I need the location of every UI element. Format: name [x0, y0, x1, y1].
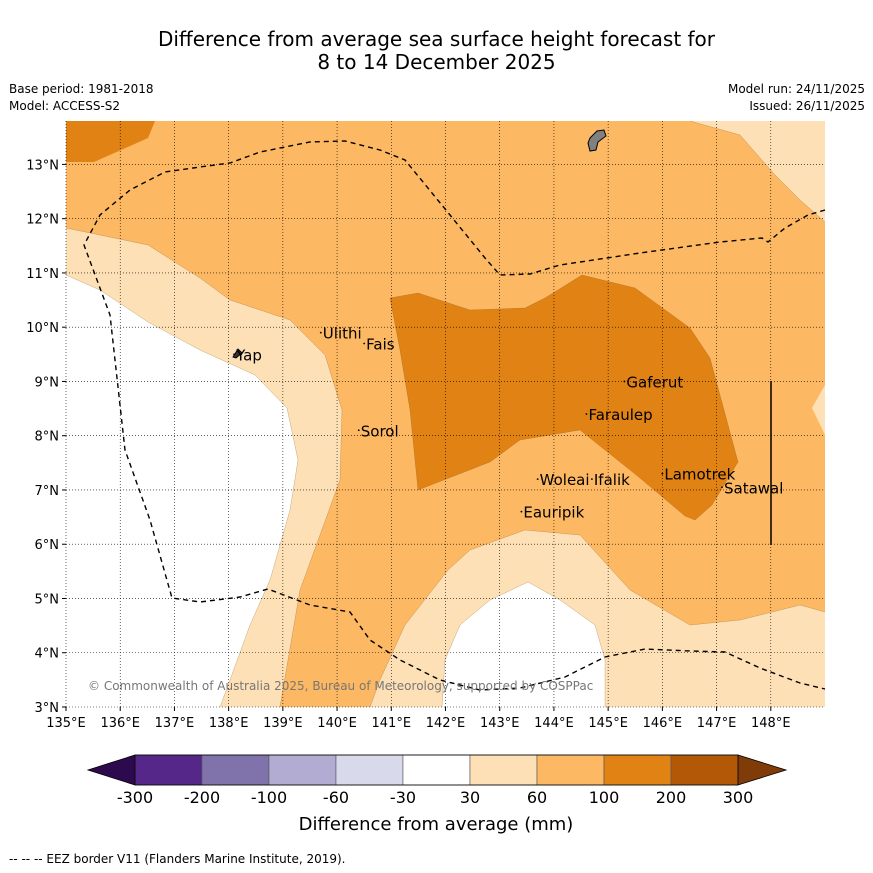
place-label-woleai: Woleai [540, 471, 590, 489]
place-label-sorol: Sorol [361, 422, 399, 440]
lat-tick-label: 10°N [26, 321, 59, 336]
eez-border-line [83, 140, 826, 691]
place-marker [585, 413, 588, 415]
lon-tick-label: 143°E [480, 716, 520, 731]
place-label-eauripik: Eauripik [523, 504, 584, 522]
colorbar-tick-label: -30 [390, 788, 416, 807]
colorbar-tick-label: 30 [460, 788, 480, 807]
place-marker [590, 478, 593, 481]
lon-axis: 135°E 136°E 137°E 138°E 139°E 140°E 141°E 142°E… [46, 707, 791, 731]
lat-tick-label: 13°N [26, 158, 59, 173]
colorbar-extend-high [737, 754, 788, 786]
contour-neutral-bottom [442, 582, 605, 707]
base-period: Base period: 1981-2018 [9, 82, 154, 96]
colorbar-swatch [201, 754, 270, 786]
place-label-gaferut: Gaferut [626, 373, 683, 391]
contour-lines [66, 121, 825, 707]
model-name: Model: ACCESS-S2 [9, 99, 121, 113]
lat-tick-label: 12°N [26, 213, 59, 228]
place-label-fais: Fais [366, 335, 395, 353]
eez-footnote: -- -- -- EEZ border V11 (Flanders Marine… [9, 852, 346, 866]
place-marker [363, 342, 366, 345]
lon-tick-label: 141°E [372, 716, 412, 731]
gridlines [65, 121, 825, 708]
place-label-ifalik: Ifalik [594, 471, 630, 489]
model-run: Model run: 24/11/2025 [727, 82, 865, 96]
contour-100-200-central [390, 275, 738, 520]
lon-tick-label: 137°E [155, 716, 195, 731]
place-marker [357, 429, 360, 432]
lat-tick-label: 11°N [26, 267, 59, 282]
lon-tick-label: 138°E [209, 716, 249, 731]
place-label-faraulep: Faraulep [588, 406, 652, 424]
chart-title: Difference from average sea surface heig… [0, 28, 873, 74]
contour-30-60-topright [690, 121, 825, 222]
contour-30-60-rightedge [812, 385, 825, 435]
place-marker [233, 353, 235, 356]
place-marker [721, 486, 723, 489]
lon-tick-label: 142°E [426, 716, 466, 731]
colorbar-tick-label: -200 [184, 788, 220, 807]
colorbar-title: Difference from average (mm) [299, 814, 574, 835]
place-marker [623, 380, 626, 383]
lat-axis: 3°N 4°N 5°N 6°N 7°N 8°N 9°N 10°N 11°N 12°N 13°N [26, 158, 66, 716]
colorbar-swatch [134, 754, 203, 786]
colorbar-swatch [670, 754, 739, 786]
place-label-ulithi: Ulithi [323, 325, 362, 343]
colorbar-tick-label: -100 [251, 788, 287, 807]
guam-landmass [587, 129, 607, 152]
yap-landmass [232, 348, 243, 359]
lat-tick-label: 8°N [35, 430, 60, 445]
colorbar-swatch [335, 754, 404, 786]
colorbar-frame [134, 754, 739, 786]
lat-tick-label: 5°N [35, 592, 60, 607]
colorbar-swatch [469, 754, 538, 786]
meta-left: Base period: 1981-2018 Model: ACCESS-S2 [9, 81, 154, 115]
colorbar-tick-label: -300 [117, 788, 153, 807]
colorbar-tick-label: 200 [656, 788, 687, 807]
eez-border [83, 140, 826, 691]
colorbar-swatch [603, 754, 672, 786]
place-label-lamotrek: Lamotrek [664, 466, 735, 484]
contour-100-200-corner [66, 121, 155, 162]
lon-tick-label: 135°E [46, 716, 86, 731]
place-label-yap: Yap [235, 346, 262, 364]
lon-tick-label: 147°E [697, 716, 737, 731]
copyright-text: © Commonwealth of Australia 2025, Bureau… [88, 679, 593, 693]
title-line-1: Difference from average sea surface heig… [157, 27, 716, 51]
colorbar-swatch [268, 754, 337, 786]
meta-right: Model run: 24/11/2025 Issued: 26/11/2025 [728, 81, 865, 115]
colorbar: -300 -200 -100 -60 -30 30 60 100 200 300 [86, 754, 788, 807]
lon-tick-label: 140°E [317, 716, 357, 731]
place-marker [661, 472, 664, 475]
lat-tick-label: 3°N [35, 701, 60, 716]
lon-tick-label: 146°E [643, 716, 683, 731]
colorbar-tick-label: 100 [589, 788, 620, 807]
lon-tick-label: 139°E [263, 716, 303, 731]
colorbar-tick-label: 300 [723, 788, 754, 807]
place-label-satawal: Satawal [724, 479, 783, 497]
lat-tick-label: 4°N [35, 647, 60, 662]
lon-tick-label: 145°E [588, 716, 628, 731]
lon-tick-label: 148°E [751, 716, 791, 731]
lat-tick-label: 9°N [35, 375, 60, 390]
lat-tick-label: 7°N [35, 484, 60, 499]
lat-tick-label: 6°N [35, 538, 60, 553]
issued-date: Issued: 26/11/2025 [749, 99, 865, 113]
title-line-2: 8 to 14 December 2025 [317, 50, 556, 74]
colorbar-swatch [402, 754, 471, 786]
colorbar-tick-label: -60 [323, 788, 349, 807]
place-marker [319, 331, 322, 334]
colorbar-extend-low [86, 754, 136, 786]
lon-tick-label: 144°E [534, 716, 574, 731]
place-marker [536, 478, 539, 481]
lon-tick-label: 136°E [100, 716, 140, 731]
colorbar-tick-label: 60 [527, 788, 547, 807]
place-marker [520, 510, 523, 513]
contour-neutral-left [66, 275, 298, 707]
colorbar-swatch [536, 754, 605, 786]
